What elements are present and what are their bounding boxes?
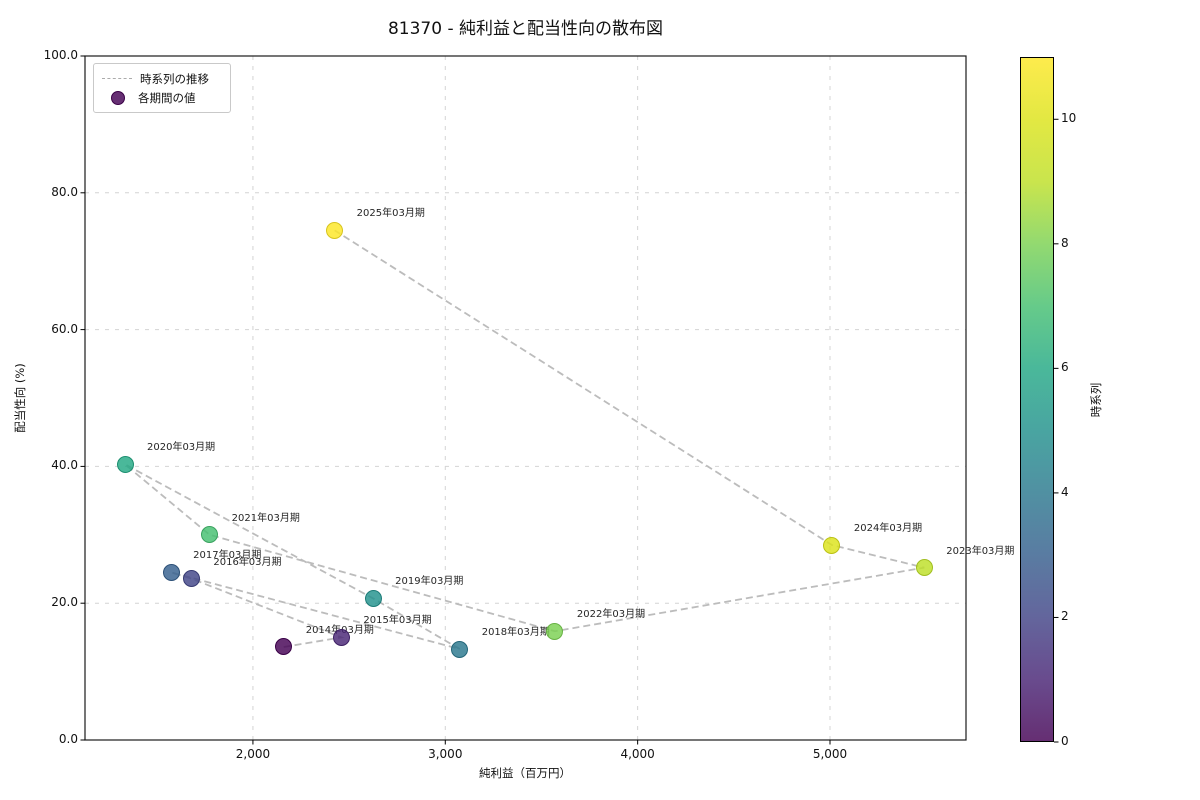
time-series-trail-line: [124, 229, 925, 650]
dashed-line-icon: [102, 78, 132, 79]
data-point-2021年03月期: [201, 526, 219, 544]
point-annotation: 2025年03月期: [356, 208, 425, 220]
point-annotation: 2016年03月期: [213, 556, 282, 568]
point-annotation: 2018年03月期: [481, 627, 550, 639]
data-point-2022年03月期: [546, 622, 564, 640]
point-annotation: 2017年03月期: [193, 550, 262, 562]
colorbar-tick-label: 4: [1061, 484, 1069, 499]
y-tick-label: 100.0: [43, 48, 78, 62]
colorbar-tick-label: 8: [1061, 235, 1069, 250]
point-marker-icon: [111, 90, 125, 105]
point-annotation: 2024年03月期: [853, 523, 923, 535]
chart-title: 81370 - 純利益と配当性向の散布図: [387, 19, 664, 39]
data-point-2014年03月期: [275, 638, 293, 656]
point-annotation: 2023年03月期: [946, 545, 1015, 557]
y-tick-label: 0.0: [58, 732, 78, 746]
data-point-2015年03月期: [332, 628, 350, 646]
data-point-2024年03月期: [823, 536, 841, 554]
data-point-2019年03月期: [364, 589, 382, 607]
point-annotation: 2022年03月期: [576, 609, 646, 621]
colorbar-label: 時系列: [1089, 382, 1103, 418]
point-annotation: 2015年03月期: [363, 615, 432, 627]
data-point-2020年03月期: [116, 455, 134, 473]
legend-trail-label: 時系列の推移: [140, 71, 209, 86]
point-annotation: 2019年03月期: [395, 576, 464, 588]
colorbar-gradient: [1021, 58, 1053, 741]
colorbar-tick-label: 10: [1061, 111, 1077, 126]
legend-box: 時系列の推移 各期間の値: [93, 63, 231, 113]
legend-row-points: 各期間の値: [102, 88, 222, 107]
data-point-2017年03月期: [162, 563, 180, 581]
point-annotation: 2020年03月期: [147, 442, 216, 454]
data-point-2018年03月期: [451, 640, 469, 658]
legend-points-label: 各期間の値: [138, 90, 196, 105]
y-tick-label: 60.0: [51, 321, 78, 336]
colorbar-tick-label: 2: [1061, 609, 1069, 624]
x-tick-label: 3,000: [428, 747, 463, 761]
x-axis-label: 純利益（百万円）: [479, 766, 571, 780]
data-point-2025年03月期: [326, 221, 344, 239]
data-point-2016年03月期: [182, 570, 200, 588]
colorbar-tick-label: 0: [1061, 734, 1069, 748]
y-tick-label: 40.0: [51, 458, 78, 473]
y-axis-label: 配当性向 (%): [13, 363, 27, 433]
plot-border: [84, 55, 967, 741]
point-annotation: 2021年03月期: [231, 512, 300, 524]
x-tick-label: 4,000: [620, 747, 655, 761]
x-tick-label: 2,000: [235, 747, 271, 761]
colorbar: [1020, 57, 1054, 742]
colorbar-tick-label: 6: [1061, 360, 1069, 375]
y-tick-label: 20.0: [51, 595, 78, 610]
legend-row-trail: 時系列の推移: [102, 69, 222, 88]
data-point-2023年03月期: [915, 559, 933, 577]
y-tick-label: 80.0: [51, 184, 78, 199]
x-tick-label: 5,000: [812, 747, 848, 761]
